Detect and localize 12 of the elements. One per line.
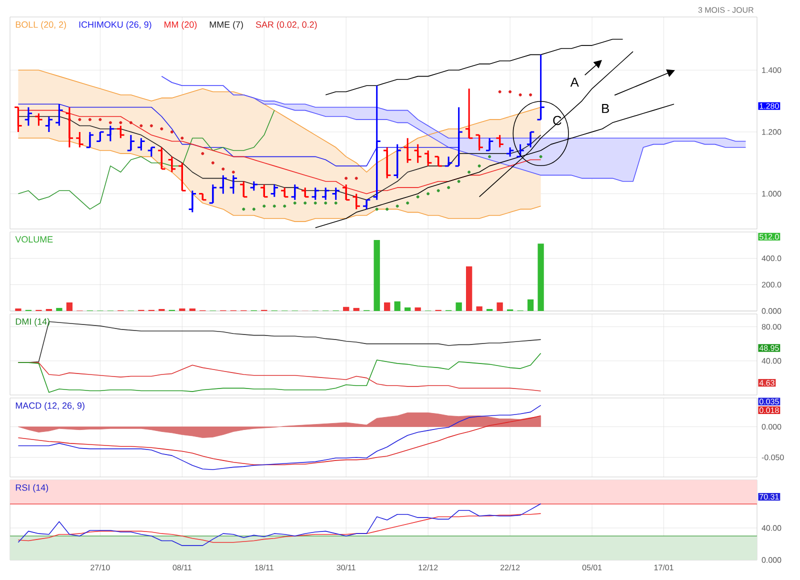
chart-title: MACD (12, 26, 9) bbox=[16, 402, 84, 411]
chart-title: VOLUME bbox=[15, 236, 53, 243]
text: ICHIMOKU (26, 9) bbox=[79, 21, 152, 30]
legend-label: BOLL (20, 2) bbox=[16, 21, 66, 30]
text: MM (20) bbox=[164, 21, 197, 30]
annotation: C bbox=[553, 116, 562, 126]
text: SAR (0.02, 0.2) bbox=[256, 21, 317, 30]
chart-title: DMI (14) bbox=[16, 318, 50, 327]
annotation: B bbox=[602, 104, 609, 113]
text: MME (7) bbox=[210, 21, 243, 30]
annotation: A bbox=[570, 78, 579, 87]
chart-title: RSI (14) bbox=[16, 484, 48, 493]
